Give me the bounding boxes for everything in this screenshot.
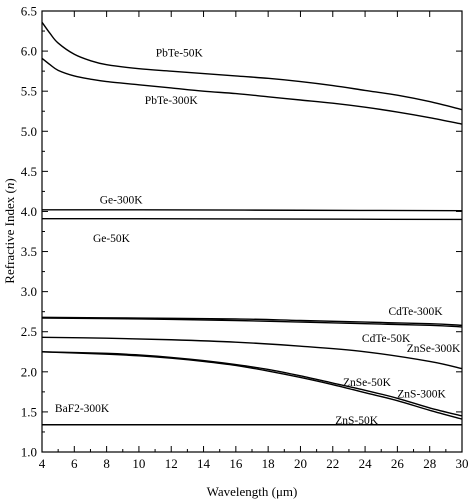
- x-tick-label: 22: [326, 456, 339, 471]
- x-axis-title: Wavelength (μm): [207, 484, 298, 499]
- axis-ticks: 4 6 8 10 12 14 16 18 20 22 24 26 28 30 1.0 1.5 2.0 2.5 3.0…: [21, 4, 469, 472]
- series-line-ge-300k: [41, 209, 463, 212]
- y-axis-title: Refractive Index (n): [2, 178, 17, 283]
- series-line-ge-50k: [41, 217, 463, 221]
- y-tick-label: 3.5: [21, 244, 37, 259]
- x-tick-label: 30: [456, 456, 469, 471]
- y-axis-title-end: ): [2, 178, 17, 182]
- y-tick-label: 2.5: [21, 324, 37, 339]
- series-line-cdte-50k: [41, 317, 463, 328]
- y-tick-label: 4.5: [21, 164, 37, 179]
- x-tick-label: 10: [132, 456, 145, 471]
- x-tick-label: 28: [423, 456, 436, 471]
- x-tick-label: 16: [229, 456, 243, 471]
- series-line-cdte-300k: [41, 316, 463, 327]
- y-tick-label: 2.0: [21, 364, 37, 379]
- y-axis-title-main: Refractive Index (: [2, 189, 17, 284]
- series-label-cdte-50k: CdTe-50K: [362, 333, 411, 345]
- y-tick-label: 6.0: [21, 44, 37, 59]
- y-axis-title-variable: n: [2, 183, 17, 190]
- y-tick-label: 6.5: [21, 4, 37, 19]
- series-line-pbte-50k: [41, 21, 463, 111]
- series-label-pbte-300k: PbTe-300K: [145, 95, 199, 107]
- y-tick-label: 5.0: [21, 124, 37, 139]
- series-label-cdte-300k: CdTe-300K: [388, 306, 443, 318]
- x-tick-label: 26: [391, 456, 405, 471]
- series-labels: PbTe-50K PbTe-300K Ge-300K Ge-50K CdTe-300K C…: [55, 48, 461, 427]
- y-tick-label: 1.0: [21, 445, 37, 460]
- series-label-baf2-300k: BaF2-300K: [55, 403, 110, 415]
- series-line-znse-300k: [41, 336, 463, 370]
- x-tick-label: 4: [39, 456, 46, 471]
- x-tick-label: 6: [71, 456, 78, 471]
- series-line-pbte-300k: [41, 57, 463, 125]
- series-line-zns-300k: [41, 351, 463, 420]
- series-label-ge-300k: Ge-300K: [100, 194, 143, 206]
- x-tick-label: 8: [103, 456, 110, 471]
- series-label-znse-300k: ZnSe-300K: [407, 343, 461, 355]
- x-tick-label: 18: [262, 456, 275, 471]
- y-tick-label: 3.0: [21, 284, 37, 299]
- series-line-znse-50k: [41, 351, 463, 417]
- data-series: [41, 21, 463, 426]
- x-tick-label: 12: [165, 456, 178, 471]
- series-label-pbte-50k: PbTe-50K: [156, 48, 204, 60]
- x-tick-label: 20: [294, 456, 307, 471]
- y-tick-label: 5.5: [21, 84, 37, 99]
- series-label-zns-300k: ZnS-300K: [397, 388, 446, 400]
- series-label-znse-50k: ZnSe-50K: [343, 377, 392, 389]
- y-tick-label: 1.5: [21, 404, 37, 419]
- series-label-ge-50k: Ge-50K: [93, 233, 131, 245]
- x-tick-label: 24: [359, 456, 373, 471]
- series-label-zns-50k: ZnS-50K: [335, 415, 379, 427]
- x-tick-label: 14: [197, 456, 211, 471]
- y-tick-label: 4.0: [21, 204, 37, 219]
